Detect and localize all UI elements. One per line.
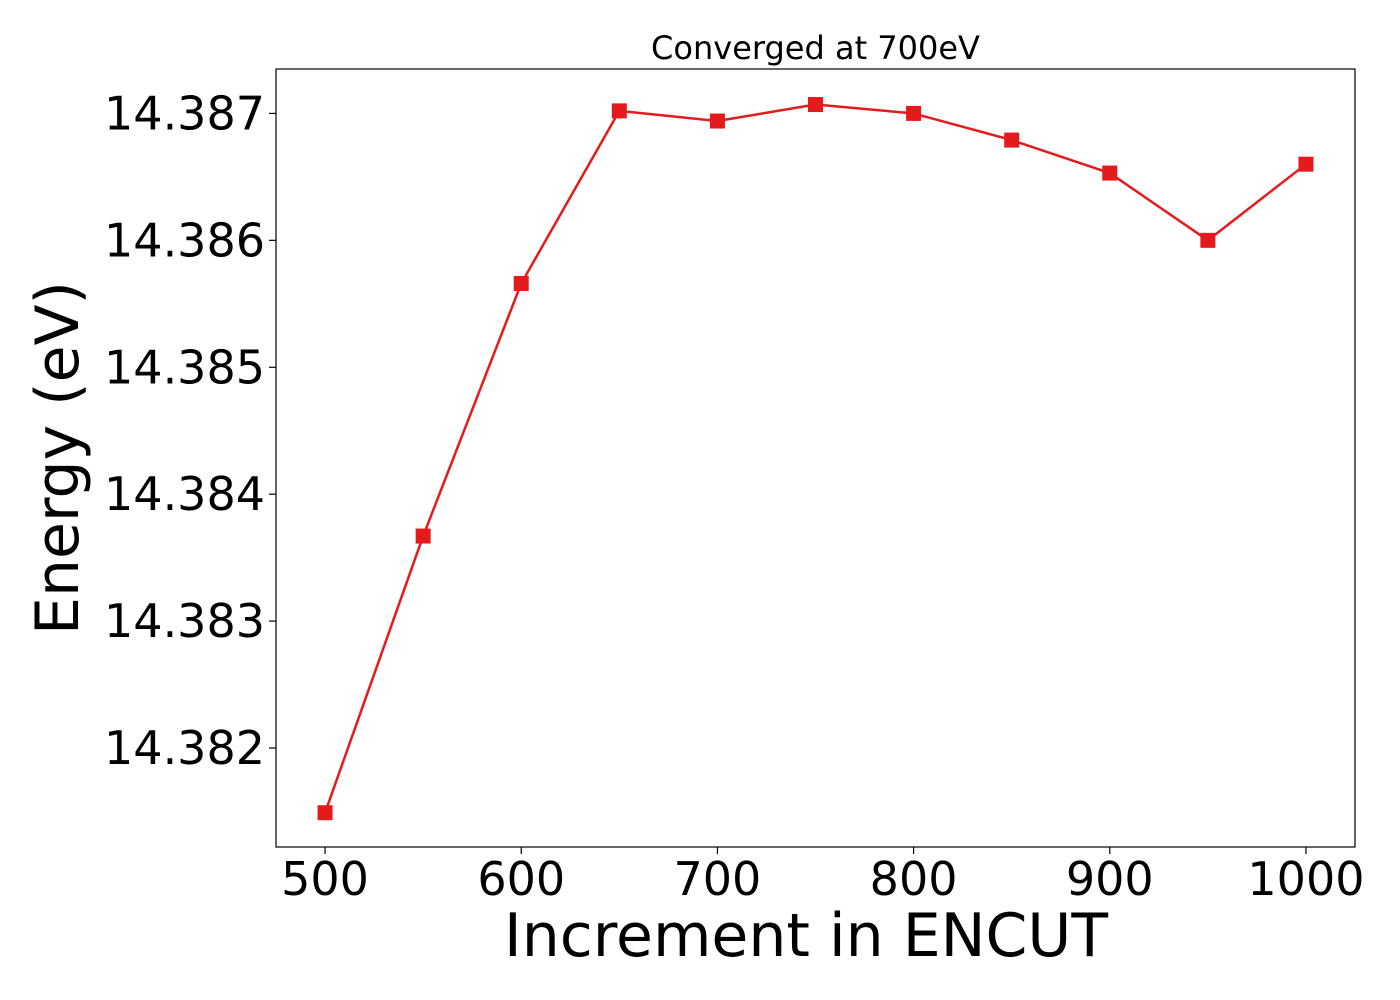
series-group <box>317 97 1314 821</box>
data-point-marker <box>415 528 431 544</box>
y-axis-title: Energy (eV) <box>23 281 93 635</box>
data-point-marker <box>906 105 922 121</box>
y-tick-label: 14.385 <box>104 340 265 394</box>
data-point-marker <box>1298 156 1314 172</box>
data-point-marker <box>1200 232 1216 248</box>
ticks: 500 600 700 800 900 1000 14.382 14.383 14.384 14.… <box>104 86 1364 906</box>
plot-area <box>276 69 1355 847</box>
y-tick-label: 14.386 <box>104 213 265 267</box>
y-tick-label: 14.387 <box>104 86 265 140</box>
y-tick-label: 14.382 <box>104 721 265 775</box>
data-point-marker <box>709 113 725 129</box>
x-tick-label: 600 <box>477 852 565 906</box>
x-tick-label: 500 <box>281 852 369 906</box>
plot-frame <box>275 68 1356 848</box>
data-point-marker <box>1102 165 1118 181</box>
data-point-marker <box>808 97 823 113</box>
x-tick-label: 800 <box>870 852 958 906</box>
y-tick-label: 14.383 <box>104 594 265 648</box>
x-tick-label: 1000 <box>1247 852 1364 906</box>
chart-title: Converged at 700eV <box>651 29 980 67</box>
data-point-marker <box>1004 132 1020 148</box>
data-point-marker <box>513 275 529 291</box>
x-axis-title: Increment in ENCUT <box>504 901 1108 971</box>
data-point-marker <box>317 805 333 821</box>
x-tick-label: 700 <box>674 852 762 906</box>
x-tick-label: 900 <box>1066 852 1154 906</box>
y-tick-label: 14.384 <box>104 467 265 521</box>
data-point-marker <box>611 103 627 119</box>
